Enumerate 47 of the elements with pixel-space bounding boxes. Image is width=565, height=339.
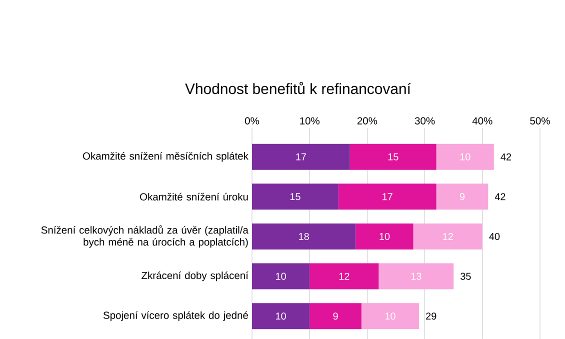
data-label: 15	[388, 153, 398, 160]
bar	[310, 303, 362, 330]
chart-title: Vhodnost benefitů k refinancovaní	[185, 82, 411, 94]
x-tick-label: 30%	[414, 117, 435, 124]
data-label: 17	[382, 193, 392, 200]
y-tick-label: Zkrácení doby splácení	[142, 271, 248, 282]
data-label: 10	[380, 232, 390, 240]
data-label: 9	[460, 193, 465, 200]
bar	[252, 144, 350, 170]
x-tick-label: 40%	[472, 117, 492, 124]
total-label: 42	[500, 153, 512, 160]
data-label: 10	[460, 153, 470, 160]
data-label: 18	[299, 232, 309, 240]
data-label: 13	[411, 272, 422, 280]
bar	[436, 144, 494, 170]
bar	[361, 303, 420, 330]
y-tick-label: Okamžité snížení měsíčních splátek	[83, 152, 248, 162]
bar	[350, 144, 436, 170]
data-label: 9	[333, 312, 338, 320]
total-label: 35	[460, 272, 471, 280]
data-label: 10	[385, 312, 396, 320]
bar	[413, 223, 482, 250]
bar	[252, 223, 356, 250]
y-tick-label: Snížení celkových nákladů za úvěr (zaplatil/a bych méně na úrocích a poplatcích)	[41, 225, 248, 248]
total-label: 42	[494, 193, 506, 200]
x-tick-label: 20%	[357, 117, 378, 124]
data-label: 12	[443, 233, 453, 240]
data-label: 10	[276, 272, 286, 280]
total-label: 40	[489, 232, 500, 240]
bar	[338, 184, 436, 210]
data-label: 17	[296, 153, 306, 160]
bar	[378, 263, 454, 290]
x-tick-label: 10%	[300, 117, 320, 124]
total-label: 29	[426, 312, 436, 320]
data-label: 12	[339, 272, 350, 280]
bar	[252, 184, 338, 210]
x-tick-label: 0%	[244, 117, 260, 124]
data-label: 15	[290, 193, 300, 200]
data-label: 10	[276, 312, 286, 320]
bar	[252, 263, 310, 290]
bar	[436, 184, 488, 210]
x-tick-label: 50%	[530, 117, 550, 124]
y-tick-label: Spojení vícero splátek do jedné	[103, 311, 248, 321]
bar	[356, 223, 414, 250]
y-tick-label: Okamžité snížení úroku	[140, 192, 248, 200]
bar	[252, 303, 310, 330]
bar	[310, 263, 379, 290]
